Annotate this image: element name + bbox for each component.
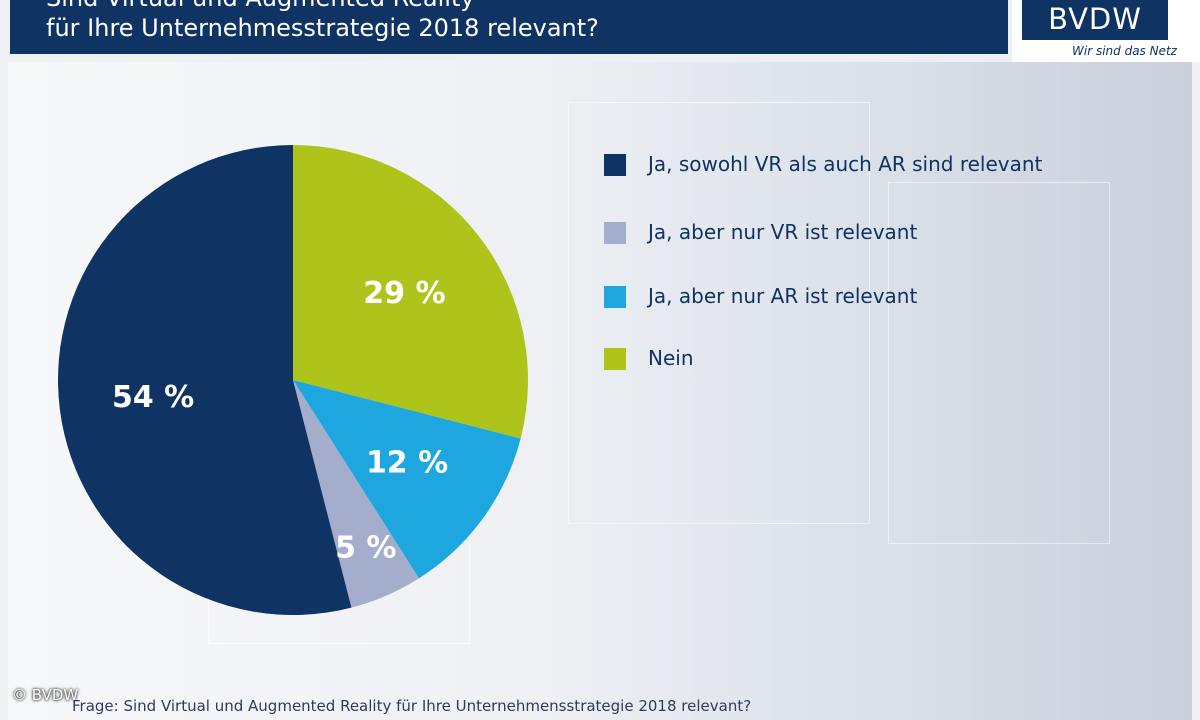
pie-label-only-ar: 12 % <box>366 445 448 480</box>
footer-question: Frage: Sind Virtual und Augmented Realit… <box>72 697 752 715</box>
pie-label-nein: 29 % <box>363 276 445 311</box>
pie-slice-only-vr <box>293 380 419 608</box>
legend-label-vr-and-ar: Ja, sowohl VR als auch AR sind relevant <box>648 152 1043 176</box>
legend-swatch-nein <box>604 348 626 370</box>
header-title-line2: für Ihre Unternehmesstrategie 2018 relev… <box>46 14 599 42</box>
copyright-text: © BVDW <box>12 686 79 704</box>
legend-swatch-vr-and-ar <box>604 154 626 176</box>
pie-slice-nein <box>293 145 529 439</box>
legend-label-only-vr: Ja, aber nur VR ist relevant <box>648 220 918 244</box>
logo-tagline: Wir sind das Netz <box>1072 44 1177 58</box>
header-title-line1: Sind Virtual und Augmented Reality <box>46 0 475 12</box>
pie-labels: 29 % 12 % 5 % 54 % <box>112 276 448 566</box>
pie-slice-only-ar <box>293 380 521 579</box>
pie-slices <box>57 145 529 615</box>
pie-label-only-vr: 5 % <box>335 531 396 566</box>
pie-label-vr-and-ar: 54 % <box>112 380 194 415</box>
bvdw-logo: BVDW Wir sind das Netz <box>1012 0 1200 62</box>
pie-slice-vr-and-ar <box>57 145 352 615</box>
legend-label-only-ar: Ja, aber nur AR ist relevant <box>648 284 918 308</box>
logo-box: BVDW <box>1022 0 1168 40</box>
legend-swatch-only-vr <box>604 222 626 244</box>
legend-label-nein: Nein <box>648 346 694 370</box>
legend-swatch-only-ar <box>604 286 626 308</box>
header-banner: Sind Virtual und Augmented Reality für I… <box>10 0 1008 54</box>
logo-brand: BVDW <box>1048 2 1142 36</box>
